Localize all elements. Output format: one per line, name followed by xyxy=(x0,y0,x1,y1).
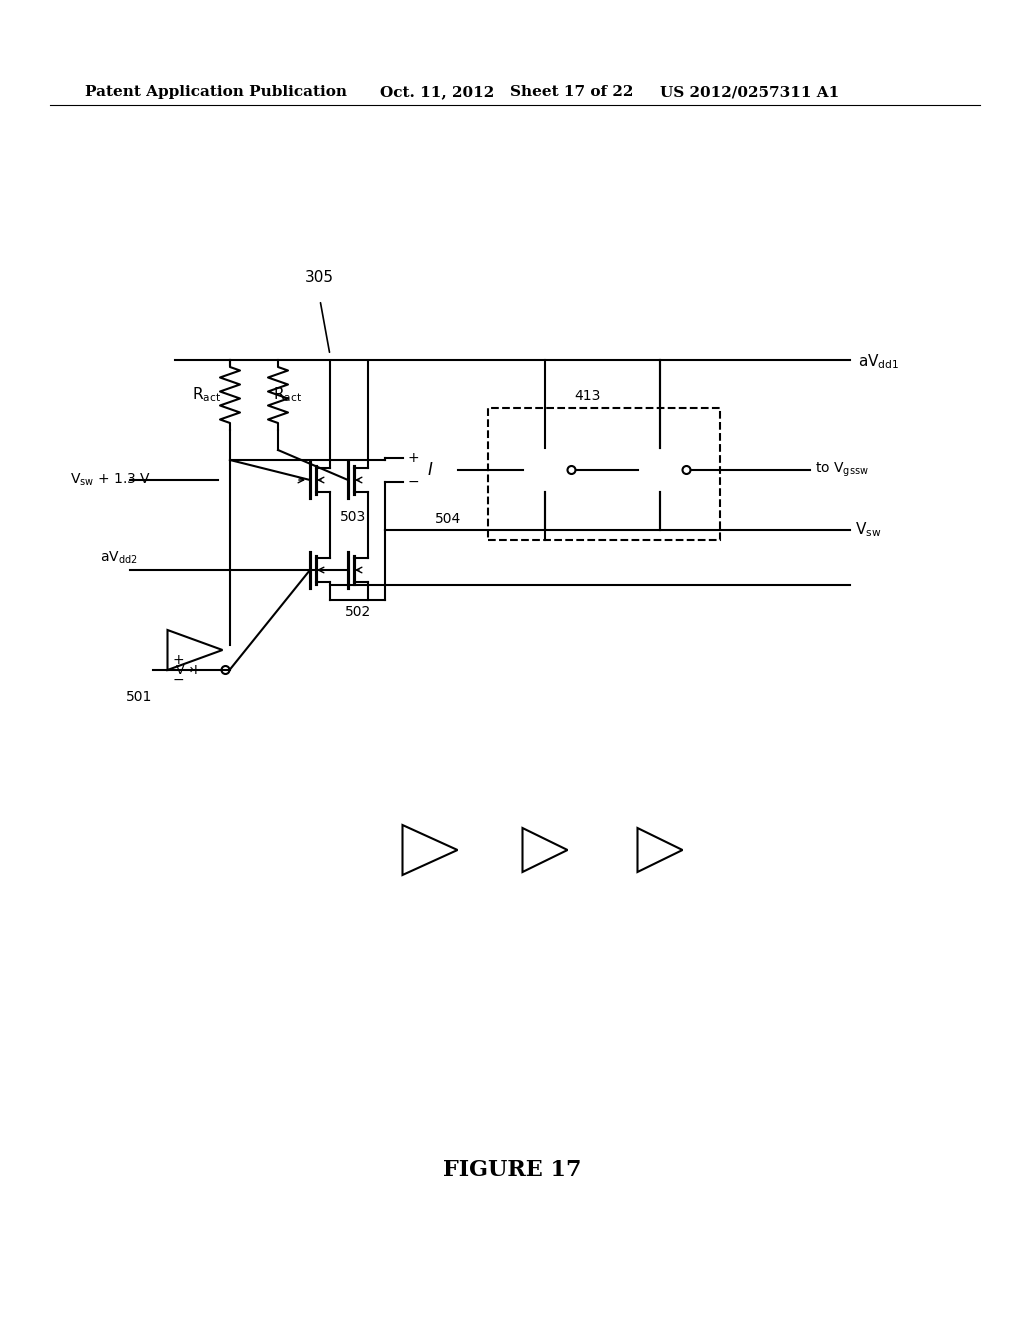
Text: V$_{\rm sw}$: V$_{\rm sw}$ xyxy=(855,520,882,540)
Text: 413: 413 xyxy=(574,389,600,403)
Text: +: + xyxy=(172,653,184,667)
Text: R$_{\rm act}$: R$_{\rm act}$ xyxy=(193,385,221,404)
Text: R$_{\rm act}$: R$_{\rm act}$ xyxy=(273,385,302,404)
Text: I: I xyxy=(428,461,432,479)
Text: Patent Application Publication: Patent Application Publication xyxy=(85,84,347,99)
Text: 504: 504 xyxy=(435,512,461,525)
Text: +: + xyxy=(408,451,419,465)
Text: Sheet 17 of 22: Sheet 17 of 22 xyxy=(510,84,634,99)
Text: V$_{\rm sw}$ + 1.3 V: V$_{\rm sw}$ + 1.3 V xyxy=(70,471,152,488)
Text: aV$_{\rm dd2}$: aV$_{\rm dd2}$ xyxy=(100,549,137,566)
Text: −: − xyxy=(408,475,419,488)
Text: to V$_{\rm gssw}$: to V$_{\rm gssw}$ xyxy=(815,461,868,479)
Text: 501: 501 xyxy=(126,690,153,704)
Text: 305: 305 xyxy=(305,271,334,285)
Text: −: − xyxy=(172,673,184,686)
Text: aV$_{\rm dd1}$: aV$_{\rm dd1}$ xyxy=(858,352,899,371)
Text: V→I: V→I xyxy=(176,664,199,676)
Text: 502: 502 xyxy=(345,605,372,619)
Text: 503: 503 xyxy=(340,510,367,524)
Text: Oct. 11, 2012: Oct. 11, 2012 xyxy=(380,84,495,99)
Text: US 2012/0257311 A1: US 2012/0257311 A1 xyxy=(660,84,840,99)
Text: FIGURE 17: FIGURE 17 xyxy=(442,1159,582,1181)
